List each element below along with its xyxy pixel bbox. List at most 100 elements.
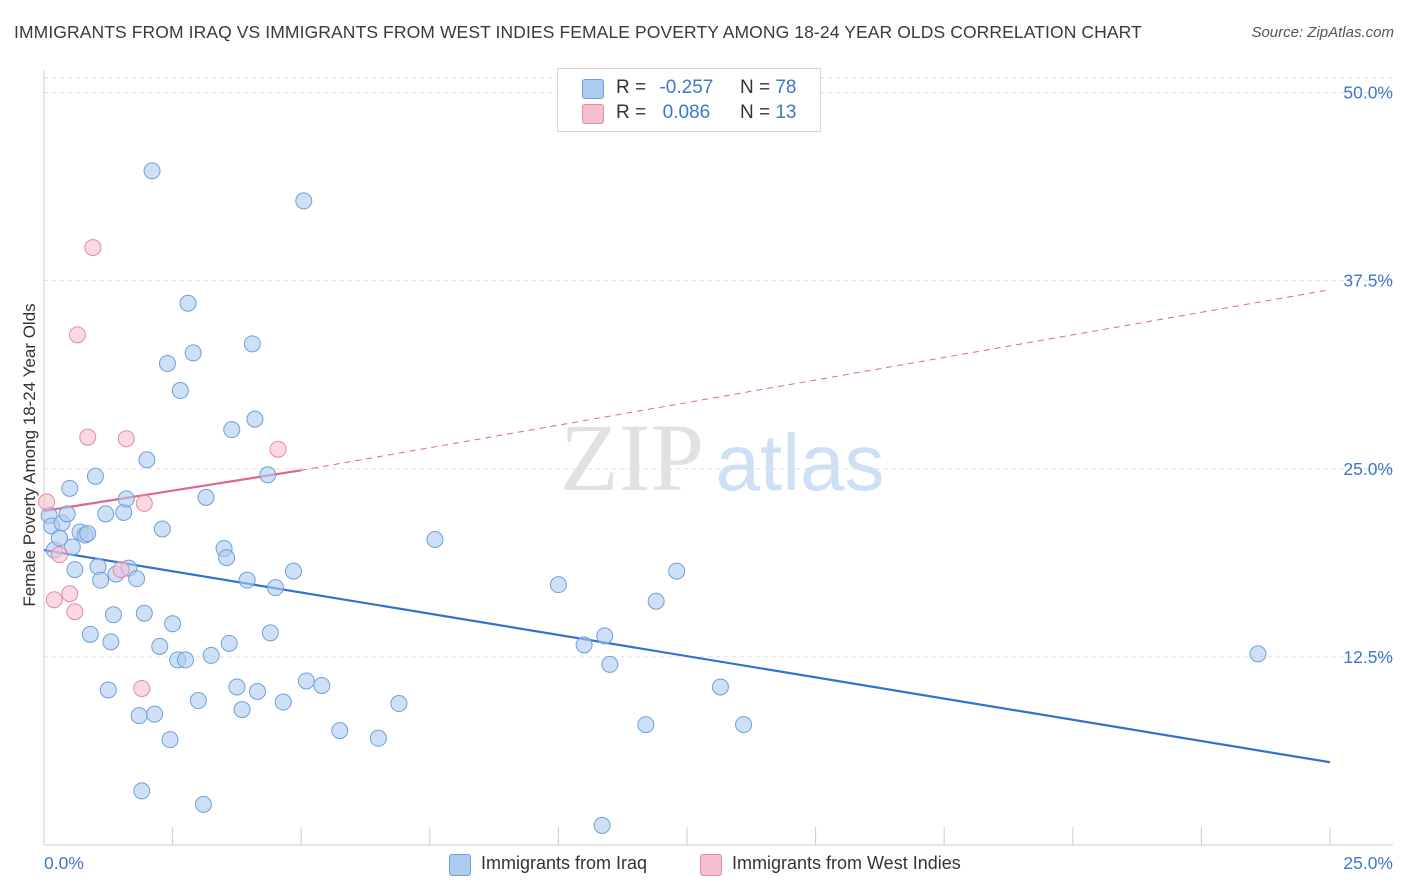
iraq-r-label: R = xyxy=(616,77,647,98)
wi-legend-label: Immigrants from West Indies xyxy=(732,853,961,873)
iraq-data-point xyxy=(248,683,266,701)
y-tick-label: 12.5% xyxy=(1343,647,1393,667)
iraq-n-label: N = xyxy=(739,77,771,98)
west-indies-data-point xyxy=(61,585,79,603)
iraq-data-point xyxy=(158,354,176,372)
y-tick-label: 50.0% xyxy=(1343,83,1393,103)
source-label: Source: ZipAtlas.com xyxy=(1251,24,1394,41)
iraq-data-point xyxy=(92,571,110,589)
iraq-data-point xyxy=(104,606,122,624)
iraq-swatch xyxy=(582,79,604,99)
iraq-data-point xyxy=(1249,645,1267,663)
y-tick-labels: 12.5% 25.0% 37.5% 50.0% xyxy=(1343,83,1393,667)
iraq-data-point xyxy=(161,731,179,749)
west-indies-data-point xyxy=(66,603,84,621)
iraq-data-point xyxy=(601,655,619,673)
west-indies-data-point xyxy=(133,679,151,697)
series-legend: Immigrants from Iraq Immigrants from Wes… xyxy=(0,852,1406,878)
iraq-n-value: 78 xyxy=(775,77,797,98)
iraq-data-point xyxy=(176,651,194,669)
data-points xyxy=(38,162,1267,834)
chart-title: IMMIGRANTS FROM IRAQ VS IMMIGRANTS FROM … xyxy=(14,22,1142,42)
iraq-data-point xyxy=(711,678,729,696)
west-indies-trend-line xyxy=(43,469,302,513)
west-indies-trend-extension xyxy=(301,289,1331,471)
iraq-data-point xyxy=(63,538,81,556)
iraq-data-point xyxy=(238,571,256,589)
iraq-data-point xyxy=(151,637,169,655)
iraq-legend-label: Immigrants from Iraq xyxy=(481,853,648,873)
iraq-data-point xyxy=(233,701,251,719)
iraq-data-point xyxy=(220,634,238,652)
axes xyxy=(43,70,1393,846)
iraq-data-point xyxy=(593,816,611,834)
iraq-data-point xyxy=(79,524,97,542)
west-indies-data-point xyxy=(50,546,68,564)
iraq-data-point xyxy=(596,627,614,645)
west-indies-swatch xyxy=(582,104,604,124)
west-indies-data-point xyxy=(79,428,97,446)
iraq-data-point xyxy=(171,382,189,400)
iraq-data-point xyxy=(266,579,284,597)
wi-n-value: 13 xyxy=(775,102,797,123)
iraq-data-point xyxy=(735,716,753,734)
iraq-data-point xyxy=(66,561,84,579)
iraq-data-point xyxy=(86,467,104,485)
iraq-data-point xyxy=(81,625,99,643)
wi-legend-swatch xyxy=(700,854,722,876)
watermark-atlas: atlas xyxy=(716,418,885,507)
iraq-data-point xyxy=(130,707,148,725)
iraq-data-point xyxy=(549,576,567,594)
iraq-data-point xyxy=(202,646,220,664)
y-tick-label: 37.5% xyxy=(1343,271,1393,291)
iraq-data-point xyxy=(179,294,197,312)
iraq-data-point xyxy=(261,624,279,642)
west-indies-data-point xyxy=(68,326,86,344)
iraq-data-point xyxy=(128,570,146,588)
iraq-data-point xyxy=(313,676,331,694)
iraq-data-point xyxy=(223,421,241,439)
y-tick-label: 25.0% xyxy=(1343,459,1393,479)
iraq-trend-line xyxy=(43,548,1331,764)
west-indies-data-point xyxy=(112,561,130,579)
iraq-data-point xyxy=(246,410,264,428)
iraq-data-point xyxy=(259,466,277,484)
iraq-data-point xyxy=(97,505,115,523)
west-indies-data-point xyxy=(38,493,56,511)
iraq-data-point xyxy=(637,716,655,734)
iraq-data-point xyxy=(297,672,315,690)
west-indies-data-point xyxy=(45,591,63,609)
watermark-zip: ZIP xyxy=(560,404,704,511)
iraq-data-point xyxy=(274,693,292,711)
iraq-data-point xyxy=(189,692,207,710)
west-indies-data-point xyxy=(117,430,135,448)
iraq-data-point xyxy=(369,729,387,747)
iraq-data-point xyxy=(390,695,408,713)
iraq-data-point xyxy=(331,722,349,740)
iraq-data-point xyxy=(135,604,153,622)
iraq-r-value: -0.257 xyxy=(659,77,714,98)
wi-r-label: R = xyxy=(616,102,647,123)
iraq-data-point xyxy=(133,782,151,800)
iraq-data-point xyxy=(164,615,182,633)
iraq-data-point xyxy=(146,705,164,723)
iraq-data-point xyxy=(58,505,76,523)
iraq-data-point xyxy=(668,562,686,580)
west-indies-data-point xyxy=(135,494,153,512)
x-tick-label-max: 25.0% xyxy=(1343,853,1393,873)
trend-lines xyxy=(43,289,1331,764)
iraq-data-point xyxy=(61,479,79,497)
iraq-data-point xyxy=(284,562,302,580)
wi-n-label: N = xyxy=(739,102,771,123)
iraq-data-point xyxy=(426,531,444,549)
iraq-data-point xyxy=(647,592,665,610)
iraq-data-point xyxy=(197,488,215,506)
iraq-legend-swatch xyxy=(449,854,471,876)
iraq-data-point xyxy=(138,451,156,469)
west-indies-data-point xyxy=(269,440,287,458)
iraq-data-point xyxy=(194,795,212,813)
iraq-data-point xyxy=(153,520,171,538)
gridlines xyxy=(44,77,1393,658)
iraq-data-point xyxy=(102,633,120,651)
iraq-data-point xyxy=(228,678,246,696)
